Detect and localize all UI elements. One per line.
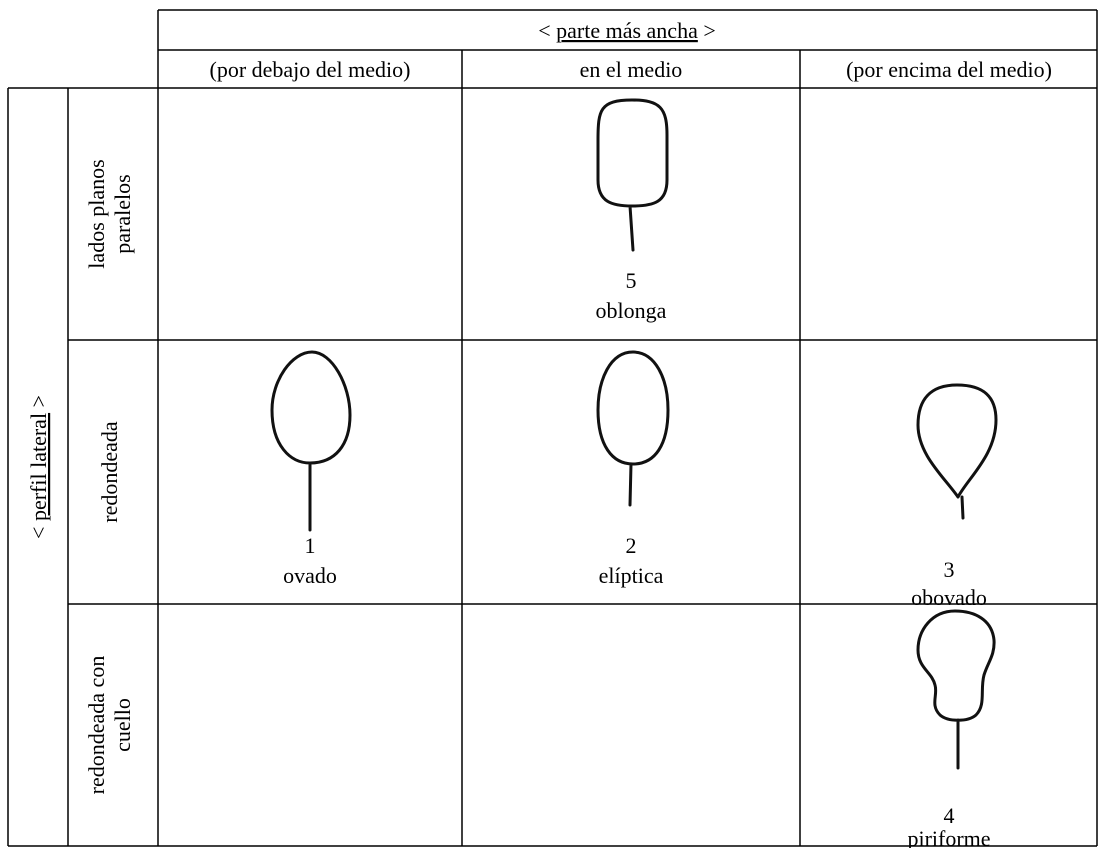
shape-number: 2 — [626, 533, 637, 558]
shape-elliptic — [596, 350, 670, 507]
axis-title: parte más ancha — [556, 18, 698, 43]
shape-number: 4 — [944, 803, 955, 828]
shape-number: 1 — [305, 533, 316, 558]
row-label: cuello — [110, 698, 135, 752]
shape-ovate — [270, 350, 352, 532]
shape-number: 5 — [626, 268, 637, 293]
shape-name: elíptica — [599, 563, 664, 588]
bracket: > — [703, 18, 715, 43]
bracket: < — [538, 18, 550, 43]
row-axis-label: < perfil lateral > — [26, 395, 51, 539]
shape-name: oblonga — [596, 298, 667, 323]
column-header: (por encima del medio) — [846, 57, 1052, 82]
row-label: redondeada con — [84, 656, 109, 795]
shape-pyriform — [916, 609, 996, 770]
bracket: < — [26, 527, 51, 539]
shape-number: 3 — [944, 557, 955, 582]
bracket: > — [26, 395, 51, 407]
shape-name: piriforme — [907, 826, 990, 848]
row-label: redondeada — [97, 421, 122, 523]
shape-name: obovado — [911, 585, 987, 610]
row-label: paralelos — [110, 174, 135, 253]
table-grid — [7, 9, 1098, 847]
shape-obovate — [916, 383, 998, 520]
axis-title: perfil lateral — [26, 413, 51, 521]
row-label: lados planos — [84, 159, 109, 268]
column-header: (por debajo del medio) — [210, 57, 411, 82]
shape-oblong — [596, 98, 669, 252]
column-header: en el medio — [580, 57, 683, 82]
shape-name: ovado — [283, 563, 337, 588]
column-axis-label: < parte más ancha > — [538, 18, 716, 43]
